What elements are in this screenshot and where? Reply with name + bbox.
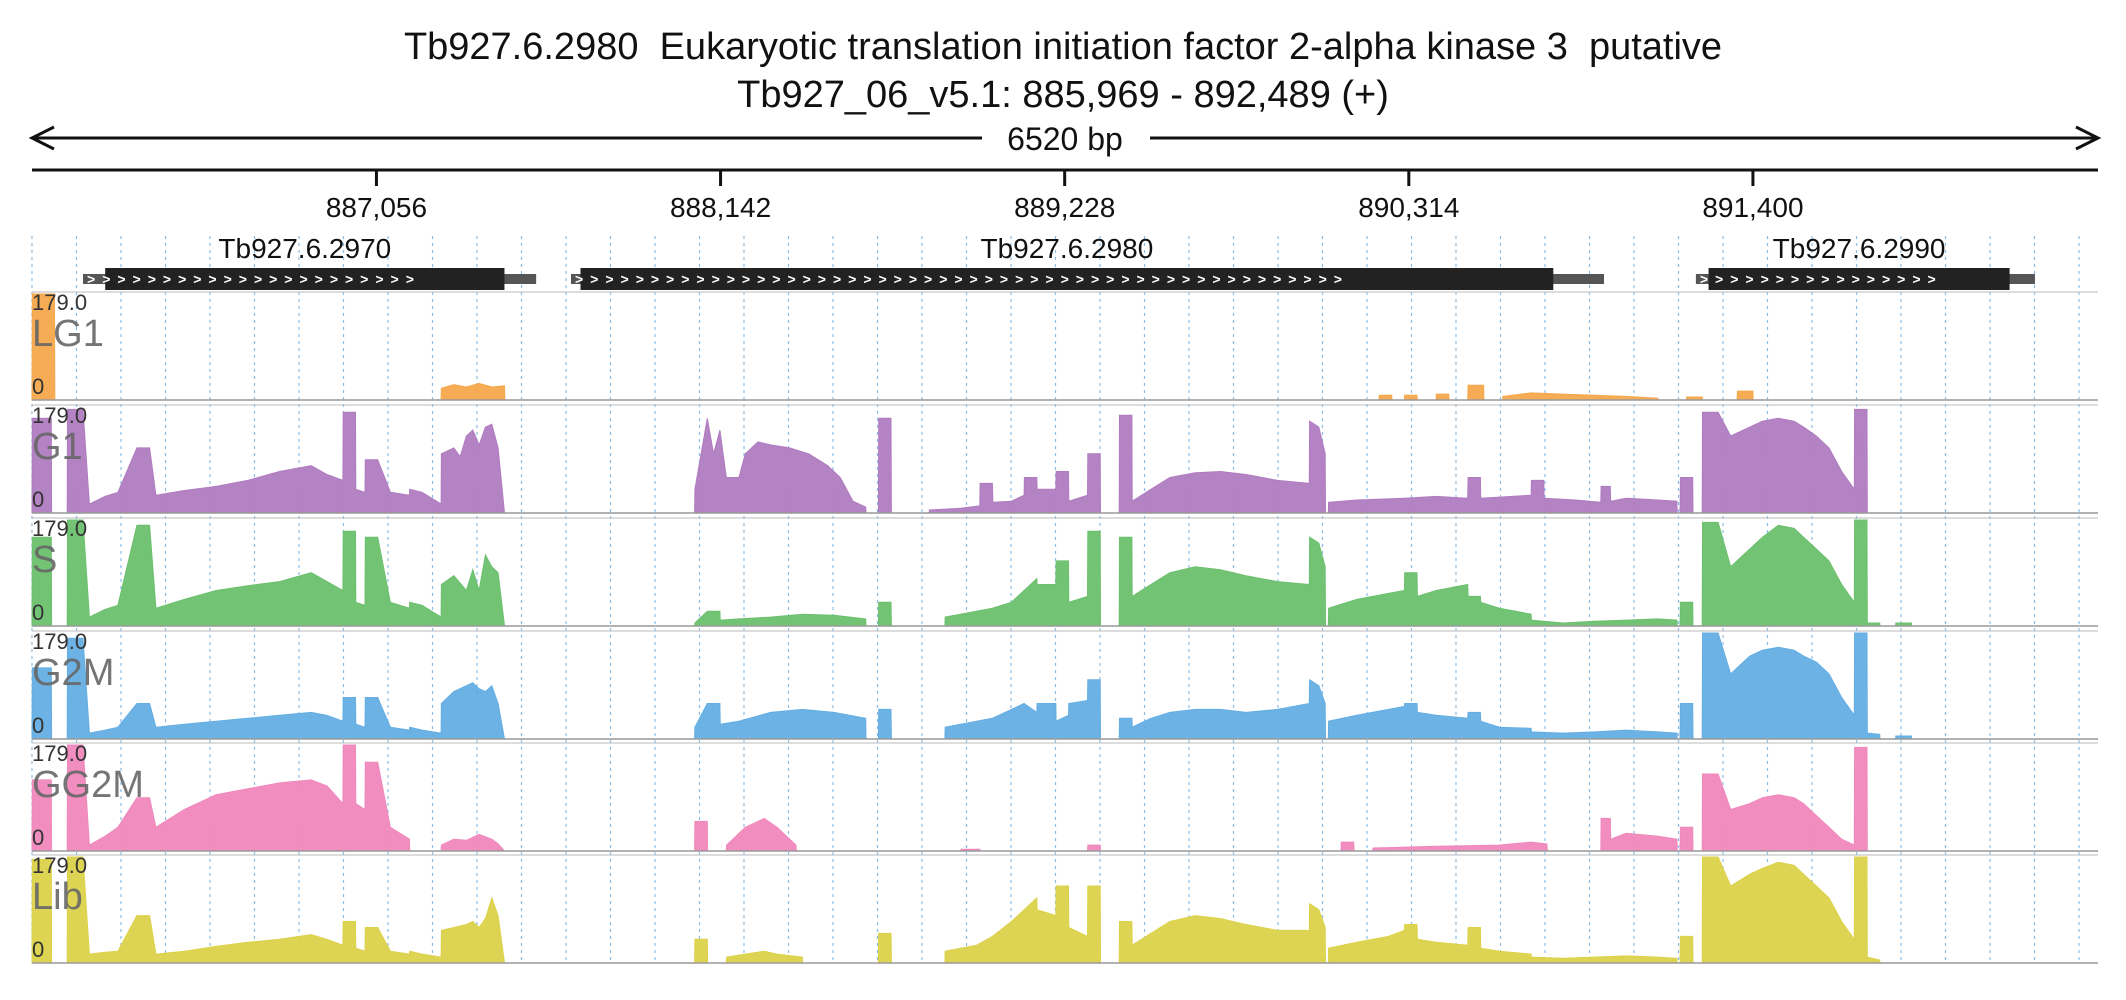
gene-cds [1708, 268, 2010, 290]
y-max-label: 179.0 [32, 629, 87, 654]
y-max-label: 179.0 [32, 290, 87, 315]
strand-arrows: >>>>>>>>>>>>>>>> [1700, 271, 1943, 287]
gene-track: >>>>>>>>>>>>>>>>>>>>>> Tb927.6.2970 >>>>>>… [83, 233, 2035, 290]
y-min-label: 0 [32, 374, 44, 399]
locus-label: Tb927_06_v5.1: 885,969 - 892,489 (+) [737, 74, 1389, 116]
coverage-area-g2m [31, 632, 1913, 740]
x-tick-label: 891,400 [1702, 192, 1803, 223]
strand-arrows: >>>>>>>>>>>>>>>>>>>>>>>>>>>>>>>>>>>>>>>>… [575, 271, 1349, 287]
gene-label: Tb927.6.2980 [980, 233, 1153, 264]
y-max-label: 179.0 [32, 853, 87, 878]
track-label-gg2m: GG2M [32, 764, 144, 806]
y-min-label: 0 [32, 825, 44, 850]
track-label-g2m: G2M [32, 652, 114, 694]
span-arrowhead-left [28, 125, 55, 151]
y-max-label: 179.0 [32, 516, 87, 541]
y-min-label: 0 [32, 600, 44, 625]
coverage-area-g1 [31, 408, 1868, 514]
x-tick-label: 889,228 [1014, 192, 1115, 223]
coverage-area-lg1 [31, 293, 1754, 401]
y-min-label: 0 [32, 937, 44, 962]
track-label-s: S [32, 539, 57, 581]
gene-label: Tb927.6.2990 [1773, 233, 1946, 264]
ruler: 6520 bp 887,056 888,142 889,228 890,314 891,4… [28, 121, 2102, 223]
track-label-lib: Lib [32, 876, 83, 918]
track-label-g1: G1 [32, 426, 83, 468]
x-tick-label: 890,314 [1358, 192, 1459, 223]
gene-cds [580, 268, 1554, 290]
y-max-label: 179.0 [32, 741, 87, 766]
x-tick-label: 888,142 [670, 192, 771, 223]
span-arrowhead-right [2075, 125, 2102, 151]
gene-cds [105, 268, 505, 290]
strand-arrows: >>>>>>>>>>>>>>>>>>>>>> [87, 271, 421, 287]
span-label: 6520 bp [1007, 121, 1123, 157]
track-label-lg1: LG1 [32, 313, 104, 355]
y-max-label: 179.0 [32, 403, 87, 428]
x-tick-label: 887,056 [326, 192, 427, 223]
coverage-area-lib [31, 856, 1881, 964]
y-min-label: 0 [32, 487, 44, 512]
coverage-area-s [31, 519, 1913, 627]
chart-title: Tb927.6.2980 Eukaryotic translation init… [403, 26, 1723, 68]
coverage-tracks: 179.00LG1179.00G1179.00S179.00G2M179.00G… [31, 290, 2098, 964]
y-min-label: 0 [32, 713, 44, 738]
coverage-area-gg2m [31, 744, 1868, 852]
gene-label: Tb927.6.2970 [218, 233, 391, 264]
